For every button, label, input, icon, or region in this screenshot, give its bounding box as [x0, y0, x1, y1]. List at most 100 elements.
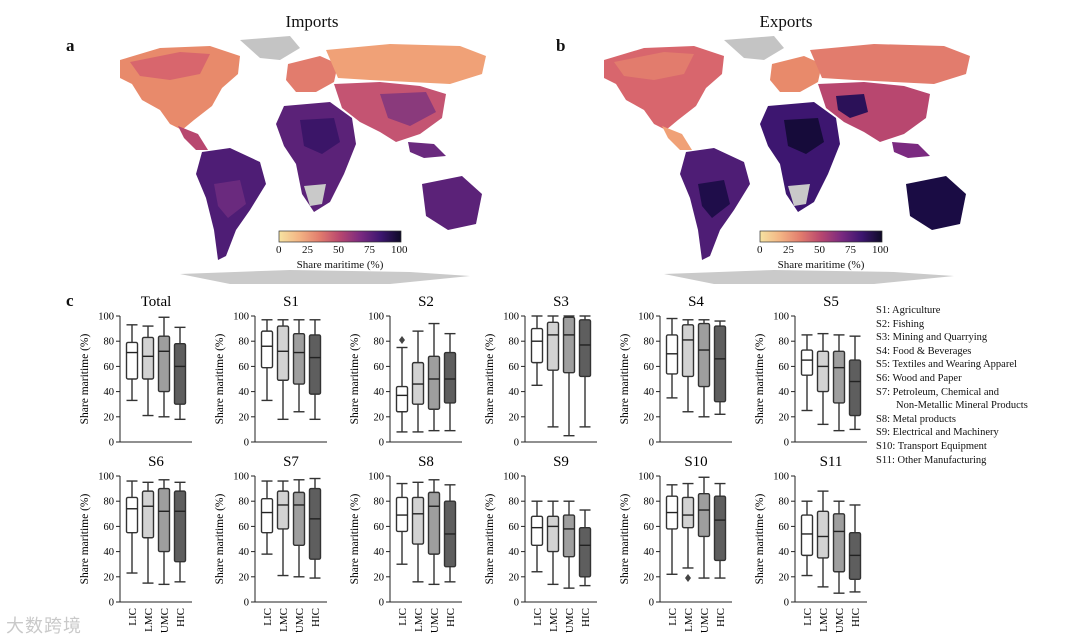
box-lmc — [276, 319, 290, 421]
box-iqr — [125, 341, 139, 380]
box-iqr — [562, 316, 576, 374]
plot-title: S6 — [148, 454, 164, 470]
box-lic: LIC — [395, 482, 409, 626]
box-iqr — [832, 350, 846, 404]
box-hic: HIC — [173, 481, 187, 627]
box-iqr — [292, 491, 306, 547]
exports-cbar-tick-25: 25 — [783, 244, 794, 256]
y-tick-label: 20 — [509, 412, 520, 423]
plot-title: S2 — [418, 294, 434, 310]
box-iqr — [578, 526, 592, 578]
box-umc: UMC — [427, 479, 441, 633]
y-tick-label: 100 — [773, 472, 789, 483]
y-tick-label: 0 — [784, 438, 789, 449]
y-axis-label: Share maritime (%) — [79, 333, 91, 424]
y-tick-label: 0 — [649, 598, 654, 609]
exports-cbar-tick-100: 100 — [872, 244, 889, 256]
box-umc — [562, 315, 576, 437]
y-axis-label: Share maritime (%) — [79, 493, 91, 584]
y-tick-label: 40 — [779, 547, 790, 558]
x-tick-label: UMC — [294, 608, 306, 633]
y-axis-label: Share maritime (%) — [754, 493, 766, 584]
imports-title: Imports — [285, 12, 339, 31]
box-lmc — [546, 315, 560, 428]
y-tick-label: 100 — [98, 472, 114, 483]
boxplot-s4: S4 0 20 40 60 80 100 Share maritime (%) — [619, 294, 732, 449]
imports-cbar-label: Share maritime (%) — [296, 259, 384, 271]
x-tick-label: LIC — [667, 608, 679, 626]
box-iqr — [681, 324, 695, 378]
box-umc: UMC — [157, 479, 171, 633]
box-iqr — [157, 335, 171, 393]
y-tick-label: 60 — [779, 522, 790, 533]
box-iqr — [800, 349, 814, 376]
box-umc — [292, 319, 306, 413]
x-tick-label: UMC — [699, 608, 711, 633]
plot-title: S8 — [418, 454, 434, 470]
x-tick-label: HIC — [445, 608, 457, 627]
y-tick-label: 80 — [374, 337, 385, 348]
box-iqr — [308, 487, 322, 560]
y-tick-label: 40 — [374, 387, 385, 398]
x-tick-label: LMC — [548, 608, 560, 632]
y-tick-label: 0 — [784, 598, 789, 609]
y-tick-label: 40 — [509, 547, 520, 558]
box-lic: LIC — [125, 480, 139, 626]
y-tick-label: 60 — [644, 362, 655, 373]
box-hic — [173, 326, 187, 421]
boxplot-s8: S8 0 20 40 60 80 100 Share maritime (%) LIC LMC UM… — [349, 454, 462, 633]
y-tick-label: 20 — [239, 572, 250, 583]
y-axis-label: Share maritime (%) — [484, 333, 496, 424]
y-tick-label: 40 — [239, 547, 250, 558]
y-tick-label: 20 — [779, 412, 790, 423]
boxplot-s6: S6 0 20 40 60 80 100 Share maritime (%) LIC LMC UM… — [79, 454, 192, 633]
y-tick-label: 100 — [503, 312, 519, 323]
box-lmc: LMC — [141, 481, 155, 632]
y-tick-label: 0 — [109, 598, 114, 609]
y-tick-label: 20 — [104, 412, 115, 423]
box-lic: LIC — [260, 480, 274, 626]
y-tick-label: 20 — [374, 572, 385, 583]
box-hic: HIC — [443, 484, 457, 627]
box-umc: UMC — [562, 500, 576, 633]
x-tick-label: LMC — [143, 608, 155, 632]
x-tick-label: LMC — [818, 608, 830, 632]
sector-legend-s3: S3: Mining and Quarrying — [876, 332, 988, 344]
y-tick-label: 60 — [509, 522, 520, 533]
box-umc — [697, 319, 711, 418]
y-axis-label: Share maritime (%) — [349, 333, 361, 424]
boxplot-s1: S1 0 20 40 60 80 100 Share maritime (%) — [214, 294, 327, 449]
y-tick-label: 100 — [503, 472, 519, 483]
imports-cbar-tick-50: 50 — [333, 244, 344, 256]
plot-title: S3 — [553, 294, 569, 310]
y-tick-label: 20 — [644, 412, 655, 423]
sector-legend-s6: S6: Wood and Paper — [876, 372, 962, 384]
y-axis-label: Share maritime (%) — [214, 333, 226, 424]
box-iqr — [427, 355, 441, 410]
imports-map-landmasses — [120, 36, 486, 284]
box-lic — [260, 319, 274, 402]
outlier-marker — [399, 335, 405, 344]
y-tick-label: 60 — [374, 362, 385, 373]
box-iqr — [800, 514, 814, 557]
box-iqr — [713, 495, 727, 562]
box-umc — [157, 316, 171, 418]
box-iqr — [276, 490, 290, 530]
y-tick-label: 80 — [509, 337, 520, 348]
boxplot-s2: S2 0 20 40 60 80 100 Share maritime (%) — [349, 294, 462, 449]
box-hic: HIC — [713, 482, 727, 627]
y-tick-label: 40 — [374, 547, 385, 558]
y-tick-label: 100 — [233, 312, 249, 323]
y-axis-label: Share maritime (%) — [619, 493, 631, 584]
y-tick-label: 80 — [239, 497, 250, 508]
sector-legend-s10: S10: Transport Equipment — [876, 440, 987, 452]
y-tick-label: 40 — [104, 547, 115, 558]
x-tick-label: HIC — [715, 608, 727, 627]
box-iqr — [443, 351, 457, 404]
exports-title: Exports — [759, 12, 813, 31]
sector-legend-s1: S1: Agriculture — [876, 305, 941, 316]
y-tick-label: 100 — [368, 472, 384, 483]
y-tick-label: 40 — [644, 547, 655, 558]
box-hic: HIC — [848, 504, 862, 627]
box-lmc — [411, 330, 425, 433]
